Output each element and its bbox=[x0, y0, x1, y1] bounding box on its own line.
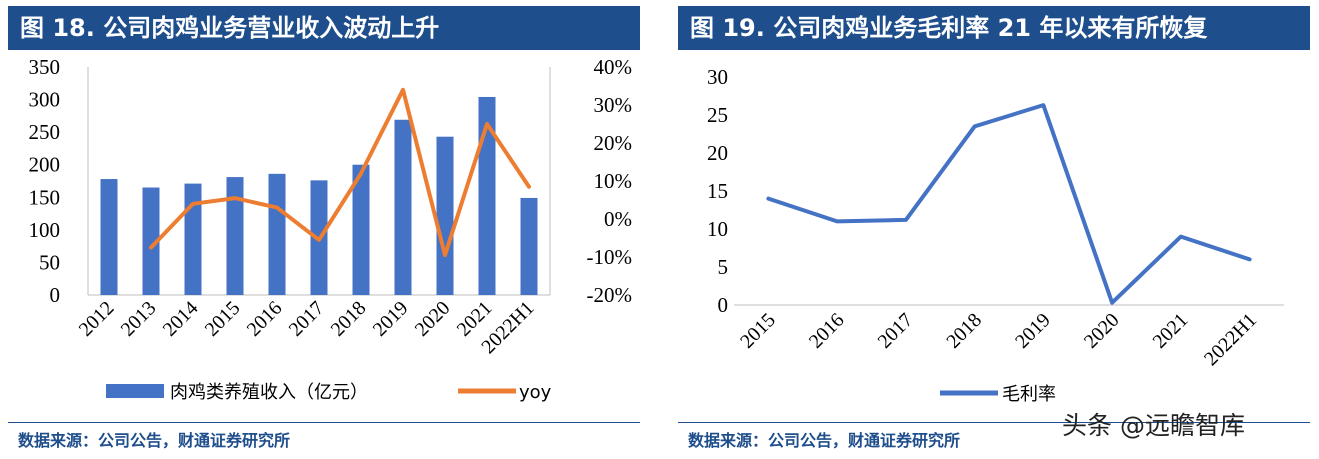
bar bbox=[478, 96, 496, 295]
legend-label-line: yoy bbox=[519, 382, 552, 403]
x-tick-label: 2017 bbox=[285, 297, 329, 341]
source-note: 数据来源：公司公告，财通证券研究所 bbox=[688, 431, 961, 450]
x-tick-label: 2015 bbox=[201, 297, 245, 341]
y-right-tick-label: -10% bbox=[587, 245, 633, 269]
bar bbox=[268, 173, 286, 295]
divider-line bbox=[678, 422, 1310, 423]
y-right-tick-label: 40% bbox=[594, 55, 633, 79]
margin-line bbox=[766, 103, 1252, 305]
bar bbox=[520, 197, 538, 295]
x-tick-label: 2022H1 bbox=[1200, 309, 1261, 370]
x-tick-label: 2021 bbox=[1149, 309, 1193, 353]
chart-title: 图 18. 公司肉鸡业务营业收入波动上升 bbox=[8, 6, 640, 50]
y-tick-label: 0 bbox=[718, 293, 729, 317]
x-tick-label: 2020 bbox=[411, 297, 455, 341]
legend-swatch-bar bbox=[106, 384, 164, 398]
x-tick-label: 2017 bbox=[874, 309, 918, 353]
y-tick-label: 10 bbox=[707, 217, 728, 241]
x-tick-label: 2015 bbox=[736, 309, 780, 353]
y-tick-label: 15 bbox=[707, 179, 728, 203]
divider-line bbox=[8, 422, 640, 423]
y-left-tick-label: 150 bbox=[29, 185, 61, 209]
watermark-text: 头条 @远瞻智库 bbox=[1062, 411, 1245, 440]
y-tick-label: 25 bbox=[707, 103, 728, 127]
y-left-tick-label: 50 bbox=[39, 250, 60, 274]
chart-title: 图 19. 公司肉鸡业务毛利率 21 年以来有所恢复 bbox=[678, 6, 1310, 50]
y-left-tick-label: 100 bbox=[29, 218, 61, 242]
y-tick-label: 30 bbox=[707, 65, 728, 89]
x-tick-label: 2016 bbox=[243, 297, 287, 341]
bar bbox=[226, 177, 244, 295]
chart-panel-left: 图 18. 公司肉鸡业务营业收入波动上升 350 300 250 200 150 100 5… bbox=[8, 0, 640, 459]
y-tick-label: 5 bbox=[718, 255, 729, 279]
x-tick-label: 2018 bbox=[942, 309, 986, 353]
y-left-tick-label: 0 bbox=[50, 283, 61, 307]
source-note: 数据来源：公司公告，财通证券研究所 bbox=[18, 431, 291, 450]
bar bbox=[352, 164, 370, 295]
bar bbox=[142, 187, 160, 295]
y-left-tick-label: 300 bbox=[29, 88, 61, 112]
legend-label-bar: 肉鸡类养殖收入（亿元） bbox=[170, 381, 368, 403]
y-left-tick-label: 350 bbox=[29, 55, 61, 79]
bar-line-chart: 350 300 250 200 150 100 50 0 40% 30% 20% 10% 0% -10% -… bbox=[29, 55, 633, 403]
y-tick-label: 20 bbox=[707, 141, 728, 165]
y-right-tick-label: 20% bbox=[594, 131, 633, 155]
y-right-tick-label: 30% bbox=[594, 93, 633, 117]
legend-label-line: 毛利率 bbox=[1002, 384, 1056, 405]
x-tick-label: 2019 bbox=[1011, 309, 1055, 353]
y-left-tick-label: 200 bbox=[29, 153, 61, 177]
bar bbox=[394, 119, 412, 295]
bar bbox=[100, 179, 118, 295]
x-tick-label: 2013 bbox=[117, 297, 161, 341]
bar bbox=[184, 183, 202, 295]
x-tick-label: 2018 bbox=[327, 297, 371, 341]
yoy-line bbox=[149, 87, 531, 258]
x-tick-label: 2012 bbox=[75, 297, 119, 341]
y-right-tick-label: 10% bbox=[594, 169, 633, 193]
y-right-tick-label: -20% bbox=[587, 283, 633, 307]
y-left-tick-label: 250 bbox=[29, 120, 61, 144]
x-tick-label: 2020 bbox=[1080, 309, 1124, 353]
bar bbox=[436, 136, 454, 295]
x-tick-label: 2019 bbox=[369, 297, 413, 341]
x-tick-label: 2014 bbox=[159, 297, 203, 341]
y-right-tick-label: 0% bbox=[604, 207, 632, 231]
x-tick-label: 2016 bbox=[805, 309, 849, 353]
chart-panel-right: 图 19. 公司肉鸡业务毛利率 21 年以来有所恢复 30 25 20 15 10 5 0 2… bbox=[678, 0, 1310, 459]
